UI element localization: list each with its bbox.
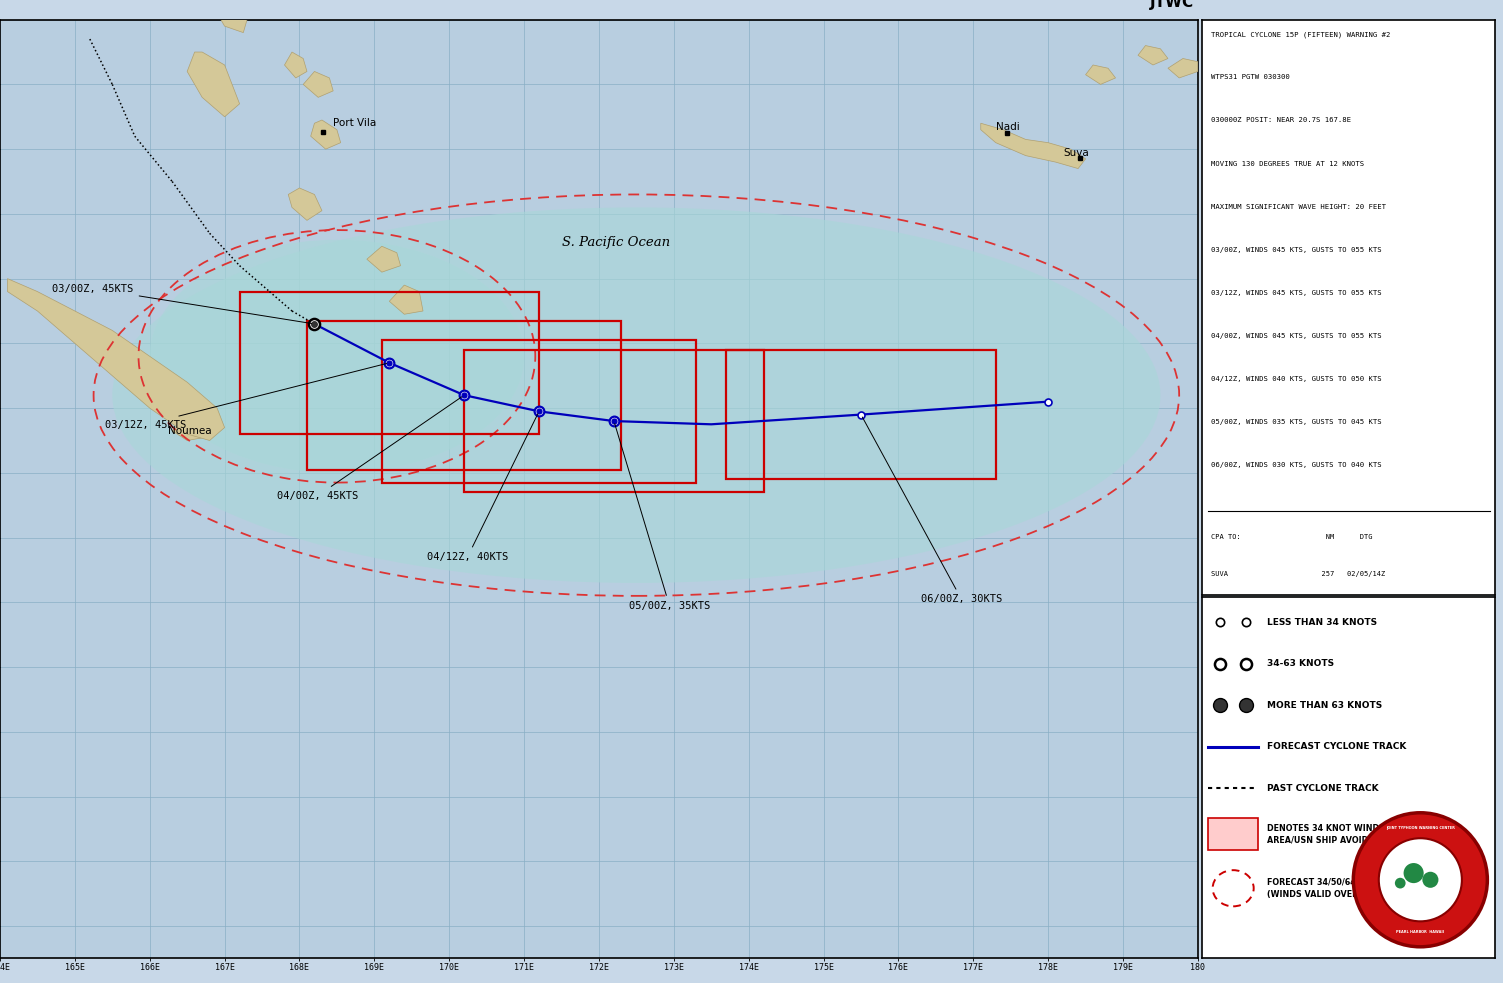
Text: FORECAST 34/50/64 KNOT WIND RADII
(WINDS VALID OVER OPEN OCEAN ONLY): FORECAST 34/50/64 KNOT WIND RADII (WINDS… <box>1267 878 1449 898</box>
Text: BEARING AND DISTANCE       DIR  DIST  TAU: BEARING AND DISTANCE DIR DIST TAU <box>1211 740 1386 747</box>
Text: 03/00Z, 45KTS: 03/00Z, 45KTS <box>53 283 311 323</box>
Text: PEARL HARBOR  HAWAII: PEARL HARBOR HAWAII <box>1396 930 1444 934</box>
Bar <box>307 320 621 470</box>
Text: LESS THAN 34 KNOTS: LESS THAN 34 KNOTS <box>1267 617 1377 626</box>
Polygon shape <box>981 123 1085 168</box>
Text: LUGANVILLE                 173   315    0: LUGANVILLE 173 315 0 <box>1211 879 1386 885</box>
Text: 04/12Z, WINDS 040 KTS, GUSTS TO 050 KTS: 04/12Z, WINDS 040 KTS, GUSTS TO 050 KTS <box>1211 376 1381 382</box>
Ellipse shape <box>150 240 525 473</box>
Text: CPA TO:                    NM      DTG: CPA TO: NM DTG <box>1211 535 1372 541</box>
Circle shape <box>1404 863 1423 883</box>
Text: FORECAST CYCLONE TRACK: FORECAST CYCLONE TRACK <box>1267 742 1407 751</box>
Text: 03/12Z, 45KTS: 03/12Z, 45KTS <box>105 364 386 430</box>
Text: WTPS31 PGTW 030300: WTPS31 PGTW 030300 <box>1211 75 1290 81</box>
Polygon shape <box>216 7 246 32</box>
Polygon shape <box>389 285 422 315</box>
Bar <box>464 350 764 492</box>
Text: 04/12Z, 40KTS: 04/12Z, 40KTS <box>427 414 538 562</box>
Text: Suva: Suva <box>1063 147 1088 157</box>
Text: 06/00Z, WINDS 030 KTS, GUSTS TO 040 KTS: 06/00Z, WINDS 030 KTS, GUSTS TO 040 KTS <box>1211 462 1381 469</box>
Polygon shape <box>1168 59 1198 78</box>
Text: SUVA                      257   02/05/14Z: SUVA 257 02/05/14Z <box>1211 571 1386 577</box>
Text: LABASA                    365   02/05/15Z: LABASA 365 02/05/15Z <box>1211 607 1386 613</box>
Text: MORE THAN 63 KNOTS: MORE THAN 63 KNOTS <box>1267 701 1383 710</box>
Text: DENOTES 34 KNOT WIND DANGER
AREA/USN SHIP AVOIDANCE AREA: DENOTES 34 KNOT WIND DANGER AREA/USN SHI… <box>1267 824 1419 844</box>
Circle shape <box>1395 878 1405 889</box>
Polygon shape <box>1138 45 1168 65</box>
Polygon shape <box>311 120 341 149</box>
Polygon shape <box>8 278 224 440</box>
Polygon shape <box>173 418 206 440</box>
Circle shape <box>1353 813 1488 947</box>
Polygon shape <box>304 72 334 97</box>
Text: 030000Z POSIT: NEAR 20.7S 167.8E: 030000Z POSIT: NEAR 20.7S 167.8E <box>1211 117 1351 124</box>
Text: 06/00Z, 30KTS: 06/00Z, 30KTS <box>863 417 1003 605</box>
Text: NOUMEA                     049   127    0: NOUMEA 049 127 0 <box>1211 810 1386 816</box>
Text: MAXIMUM SIGNIFICANT WAVE HEIGHT: 20 FEET: MAXIMUM SIGNIFICANT WAVE HEIGHT: 20 FEET <box>1211 203 1386 209</box>
Text: 34-63 KNOTS: 34-63 KNOTS <box>1267 660 1335 668</box>
Bar <box>239 292 540 434</box>
Circle shape <box>1378 838 1462 921</box>
Text: TONGA                     369   02/06/00Z: TONGA 369 02/06/00Z <box>1211 681 1386 687</box>
Circle shape <box>1422 872 1438 888</box>
Text: S. Pacific Ocean: S. Pacific Ocean <box>562 236 670 250</box>
Text: Nadi: Nadi <box>996 122 1019 132</box>
Bar <box>726 350 996 480</box>
Text: 04/00Z, WINDS 045 KTS, GUSTS TO 055 KTS: 04/00Z, WINDS 045 KTS, GUSTS TO 055 KTS <box>1211 333 1381 339</box>
Text: PAST CYCLONE TRACK: PAST CYCLONE TRACK <box>1267 783 1378 793</box>
Text: 03/00Z, WINDS 045 KTS, GUSTS TO 055 KTS: 03/00Z, WINDS 045 KTS, GUSTS TO 055 KTS <box>1211 247 1381 253</box>
Text: JOINT TYPHOON WARNING CENTER: JOINT TYPHOON WARNING CENTER <box>1386 826 1455 830</box>
Polygon shape <box>289 188 322 220</box>
Polygon shape <box>1085 65 1115 85</box>
Text: 05/00Z, WINDS 035 KTS, GUSTS TO 045 KTS: 05/00Z, WINDS 035 KTS, GUSTS TO 045 KTS <box>1211 420 1381 426</box>
Text: 03/12Z, WINDS 045 KTS, GUSTS TO 055 KTS: 03/12Z, WINDS 045 KTS, GUSTS TO 055 KTS <box>1211 290 1381 296</box>
Text: Noumea: Noumea <box>168 426 212 436</box>
Text: MOVING 130 DEGREES TRUE AT 12 KNOTS: MOVING 130 DEGREES TRUE AT 12 KNOTS <box>1211 160 1365 166</box>
Bar <box>382 340 696 483</box>
Text: JTWC: JTWC <box>1150 0 1195 10</box>
Polygon shape <box>188 52 239 117</box>
Text: 04/00Z, 45KTS: 04/00Z, 45KTS <box>277 397 461 500</box>
Text: (NM) (HRS): (NM) (HRS) <box>1211 776 1386 781</box>
Ellipse shape <box>113 207 1160 583</box>
Polygon shape <box>284 52 307 78</box>
Text: SAVUSAVU                  348   02/05/16Z: SAVUSAVU 348 02/05/16Z <box>1211 644 1386 651</box>
Text: 05/00Z, 35KTS: 05/00Z, 35KTS <box>615 424 709 610</box>
Text: Port Vila: Port Vila <box>334 119 376 129</box>
Polygon shape <box>367 247 400 272</box>
Text: TROPICAL CYCLONE 15P (FIFTEEN) WARNING #2: TROPICAL CYCLONE 15P (FIFTEEN) WARNING #… <box>1211 31 1390 37</box>
Bar <box>1208 818 1258 850</box>
Text: PORT VILA                  189   182    0: PORT VILA 189 182 0 <box>1211 844 1386 850</box>
